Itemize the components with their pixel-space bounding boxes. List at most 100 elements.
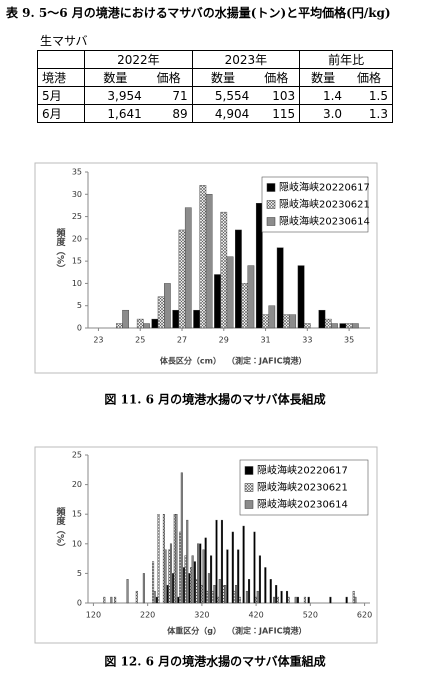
x-tick-label: 520 bbox=[303, 611, 318, 620]
bar bbox=[177, 596, 180, 604]
bar bbox=[297, 265, 305, 329]
y-tick-label: 25 bbox=[72, 212, 82, 221]
table-cell: 3.0 bbox=[299, 104, 347, 123]
bar bbox=[283, 314, 290, 329]
x-tick-label: 420 bbox=[248, 611, 263, 620]
table-cell: 4,904 bbox=[191, 104, 254, 123]
table-cell: 1.3 bbox=[346, 104, 394, 123]
bar bbox=[162, 514, 165, 604]
bar bbox=[318, 309, 326, 329]
bar bbox=[157, 296, 165, 329]
bar bbox=[179, 531, 182, 604]
bar bbox=[352, 323, 359, 329]
bar bbox=[200, 585, 203, 604]
bar bbox=[248, 579, 251, 604]
bar bbox=[190, 567, 193, 604]
bar bbox=[168, 549, 171, 604]
y-tick-label: 25 bbox=[72, 451, 82, 460]
x-tick-label: 620 bbox=[357, 611, 372, 620]
bar bbox=[354, 596, 357, 604]
bar bbox=[331, 323, 338, 329]
bar bbox=[220, 519, 223, 604]
bar bbox=[193, 309, 200, 329]
bar bbox=[214, 274, 221, 329]
bar bbox=[178, 229, 186, 329]
bar bbox=[245, 590, 248, 604]
x-tick-label: 35 bbox=[344, 336, 354, 345]
y-tick-label: 5 bbox=[77, 301, 82, 310]
bar bbox=[217, 596, 220, 604]
y-tick-label: 15 bbox=[72, 510, 82, 519]
x-tick-label: 27 bbox=[177, 336, 187, 345]
bar bbox=[287, 596, 290, 604]
x-tick-label: 320 bbox=[194, 611, 209, 620]
bar bbox=[193, 561, 196, 604]
legend-swatch bbox=[266, 200, 276, 209]
table-cell bbox=[36, 50, 85, 69]
bar bbox=[286, 590, 289, 604]
table-label: 生マサバ bbox=[40, 34, 88, 48]
bar bbox=[202, 549, 205, 604]
legend-label: 隠岐海峡20220617 bbox=[257, 464, 348, 477]
y-axis-label: 頻度（%） bbox=[55, 506, 67, 552]
legend-label: 隠岐海峡20230621 bbox=[257, 481, 348, 494]
bar bbox=[226, 256, 234, 329]
legend-swatch bbox=[244, 500, 254, 509]
bar bbox=[199, 185, 207, 329]
bar bbox=[164, 549, 167, 604]
legend-swatch bbox=[244, 466, 254, 475]
bar bbox=[191, 555, 194, 604]
bar bbox=[213, 585, 216, 604]
bar bbox=[226, 549, 229, 604]
bar bbox=[157, 514, 160, 604]
bar bbox=[136, 318, 144, 329]
data-table: 2022年 2023年 前年比 境港 数量 価格 数量 価格 数量 価格 5月 3,954 71… bbox=[36, 50, 394, 123]
bar bbox=[304, 323, 311, 329]
x-axis-note: （測定：JAFIC境港） bbox=[227, 626, 306, 636]
table-column-row: 境港 数量 価格 数量 価格 数量 価格 bbox=[36, 68, 394, 87]
x-axis-label: 体重区分（g） bbox=[167, 626, 221, 636]
bar bbox=[126, 579, 129, 604]
bar bbox=[188, 573, 191, 604]
bar bbox=[345, 323, 353, 329]
table-cell: 71 bbox=[145, 86, 193, 105]
bar bbox=[206, 590, 209, 604]
bar bbox=[255, 202, 263, 329]
table-cell: 6月 bbox=[36, 104, 85, 123]
bar bbox=[135, 590, 138, 604]
table-header: 2023年 bbox=[191, 50, 300, 69]
bar bbox=[269, 579, 272, 604]
x-tick-label: 29 bbox=[219, 336, 229, 345]
bar bbox=[197, 543, 200, 604]
bar bbox=[352, 590, 355, 604]
legend-box bbox=[239, 459, 369, 516]
x-tick-label: 23 bbox=[93, 336, 103, 345]
bar bbox=[268, 305, 276, 329]
bar bbox=[258, 555, 261, 604]
bar bbox=[235, 229, 242, 329]
bar bbox=[173, 514, 176, 604]
y-tick-label: 20 bbox=[72, 480, 82, 489]
table-header: 前年比 bbox=[299, 50, 393, 69]
bar bbox=[241, 283, 249, 329]
bar bbox=[231, 531, 234, 604]
table-header: 2022年 bbox=[84, 50, 193, 69]
bar bbox=[235, 585, 238, 604]
table-header: 数量 bbox=[191, 68, 254, 87]
bar bbox=[110, 596, 113, 604]
y-tick-label: 0 bbox=[77, 324, 82, 333]
bar bbox=[238, 596, 241, 604]
x-tick-label: 31 bbox=[260, 336, 270, 345]
bar bbox=[276, 247, 284, 329]
table-header: 価格 bbox=[346, 68, 394, 87]
bar bbox=[275, 585, 278, 604]
table-header: 数量 bbox=[299, 68, 347, 87]
bar bbox=[182, 567, 186, 604]
bar bbox=[307, 596, 310, 604]
y-tick-label: 30 bbox=[72, 190, 82, 199]
bar bbox=[211, 590, 214, 604]
bar bbox=[215, 519, 218, 604]
figure-caption: 図 11. 6 月の境港水揚のマサバ体長組成 bbox=[104, 392, 325, 407]
bar bbox=[276, 596, 279, 604]
